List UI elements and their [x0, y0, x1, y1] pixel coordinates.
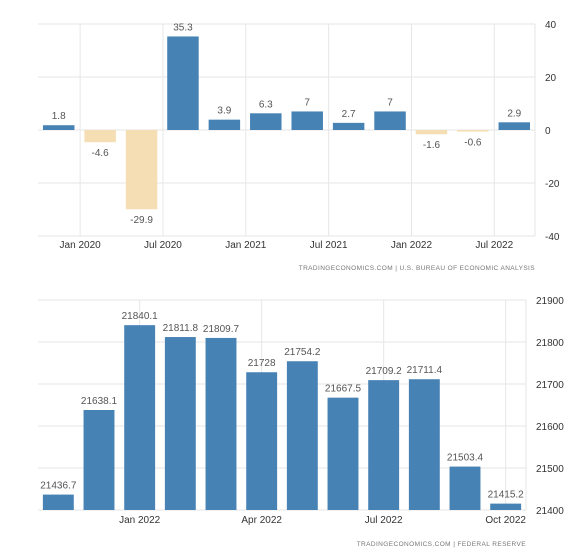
data-label: -29.9 — [130, 215, 153, 226]
bar — [205, 337, 237, 510]
y-tick-label: 21600 — [536, 422, 564, 433]
source-text: TRADINGECONOMICS.COM | U.S. BUREAU OF EC… — [299, 265, 536, 272]
data-label: 21754.2 — [284, 347, 321, 358]
data-label: 7 — [387, 97, 393, 108]
y-tick-label: -20 — [545, 179, 560, 190]
source-text: TRADINGECONOMICS.COM | FEDERAL RESERVE — [357, 541, 527, 548]
data-label: 21436.7 — [40, 481, 77, 492]
bar — [125, 130, 158, 210]
x-tick-label: Apr 2022 — [241, 515, 282, 526]
bar — [415, 130, 448, 135]
data-label: 35.3 — [173, 22, 193, 33]
data-label: 21503.4 — [447, 453, 484, 464]
gdp-growth-chart: 40 20 0 -20 -40 Jan 2020 Jul 2020 Jan 2021 Jul 2… — [38, 20, 560, 272]
data-label: 7 — [304, 97, 310, 108]
bar — [490, 503, 522, 510]
data-label: 2.7 — [342, 109, 356, 120]
data-label: 21638.1 — [81, 396, 118, 407]
x-tick-label: Jul 2022 — [365, 515, 403, 526]
x-tick-label: Jan 2020 — [60, 240, 102, 251]
bar — [250, 113, 282, 130]
bar — [84, 130, 116, 143]
bar — [208, 119, 241, 130]
x-tick-label: Jul 2020 — [144, 240, 182, 251]
y-tick-label: 20 — [545, 73, 557, 84]
y-tick-label: 21800 — [536, 338, 564, 349]
y-tick-label: 21700 — [536, 380, 564, 391]
bar — [291, 111, 323, 130]
bar — [368, 380, 400, 510]
data-label: 6.3 — [259, 99, 273, 110]
bar — [449, 466, 481, 510]
x-tick-label: Jan 2022 — [119, 515, 161, 526]
x-tick-label: Jan 2021 — [225, 240, 267, 251]
data-label: -4.6 — [92, 148, 110, 159]
x-tick-label: Jul 2021 — [310, 240, 348, 251]
bar — [498, 122, 531, 130]
bar — [42, 125, 75, 130]
data-label: 21709.2 — [366, 366, 403, 377]
data-label: 3.9 — [217, 106, 231, 117]
y-tick-label: 21900 — [536, 296, 564, 307]
bar — [332, 122, 365, 130]
bar — [327, 397, 359, 510]
data-label: 2.9 — [507, 108, 521, 119]
data-label: -0.6 — [464, 138, 482, 149]
y-tick-label: 21400 — [536, 506, 564, 517]
y-tick-label: -40 — [545, 232, 560, 243]
data-label: 21711.4 — [407, 365, 443, 376]
data-label: 21415.2 — [488, 490, 525, 501]
data-label: 21728 — [248, 358, 276, 369]
data-label: 1.8 — [52, 111, 66, 122]
bar — [457, 130, 489, 132]
data-label: 21667.5 — [325, 384, 362, 395]
bar — [246, 372, 278, 510]
data-label: 21840.1 — [122, 311, 159, 322]
money-supply-chart: 21900 21800 21700 21600 21500 21400 Jan 2022 Ap… — [38, 296, 564, 548]
y-tick-label: 21500 — [536, 464, 564, 475]
x-tick-label: Jan 2022 — [391, 240, 433, 251]
bar — [124, 325, 156, 510]
x-tick-label: Jul 2022 — [475, 240, 513, 251]
bar — [286, 361, 318, 510]
bar — [167, 36, 199, 130]
y-tick-label: 40 — [545, 20, 557, 31]
bar — [374, 111, 406, 130]
bar — [42, 494, 74, 510]
x-tick-label: Oct 2022 — [485, 515, 526, 526]
data-label: -1.6 — [423, 140, 441, 151]
bar — [83, 409, 115, 510]
data-label: 21809.7 — [203, 324, 240, 335]
bar — [164, 337, 196, 510]
data-label: 21811.8 — [163, 323, 199, 334]
y-tick-label: 0 — [545, 126, 551, 137]
bar — [408, 379, 440, 510]
